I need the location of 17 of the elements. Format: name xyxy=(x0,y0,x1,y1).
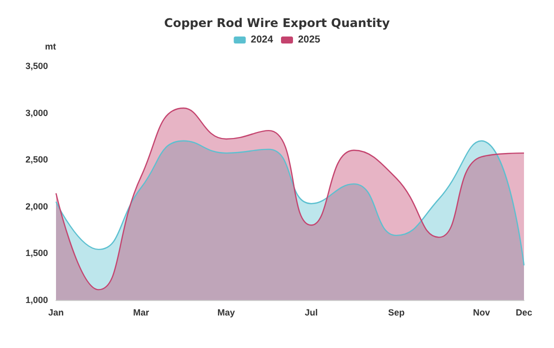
chart-title: Copper Rod Wire Export Quantity xyxy=(164,16,390,30)
y-tick-label: 1,000 xyxy=(25,295,48,305)
x-tick-label: Nov xyxy=(472,308,490,318)
x-tick-label: Dec xyxy=(516,308,532,318)
x-tick-label: Mar xyxy=(133,308,150,318)
y-tick-label: 3,500 xyxy=(25,61,48,71)
x-tick-label: Jul xyxy=(304,308,318,318)
x-tick-label: Jan xyxy=(48,308,64,318)
y-tick-label: 2,000 xyxy=(25,201,48,212)
x-tick-label: Sep xyxy=(388,308,406,318)
legend-label: 2024 xyxy=(250,34,274,46)
y-axis-title: mt xyxy=(45,42,56,52)
legend-label: 2025 xyxy=(298,34,321,46)
y-tick-label: 3,000 xyxy=(25,108,48,118)
y-tick-label: 1,500 xyxy=(25,248,48,258)
x-tick-label: May xyxy=(217,308,235,318)
y-tick-label: 2,500 xyxy=(25,154,48,165)
